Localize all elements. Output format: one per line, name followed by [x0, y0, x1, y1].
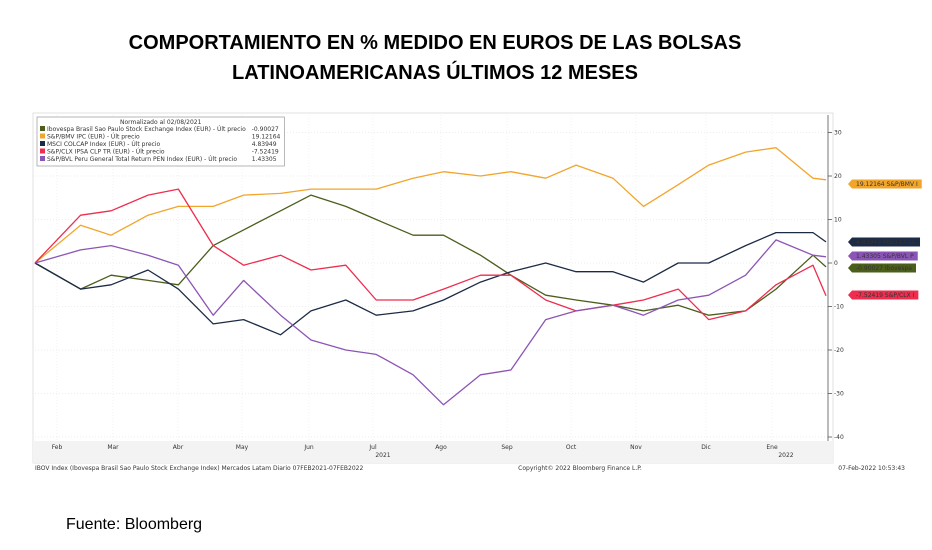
- legend-swatch: [40, 141, 45, 146]
- last-value-tag-label: -7.52419 S&P/CLX I: [856, 292, 915, 299]
- x-year-label: 2022: [778, 452, 793, 459]
- x-tick-label: Feb: [52, 444, 63, 451]
- x-tick-label: Mar: [107, 444, 119, 451]
- y-tick-label: -40: [834, 434, 844, 441]
- footer-center: Copyright© 2022 Bloomberg Finance L.P.: [518, 465, 642, 472]
- legend-label: S&P/CLX IPSA CLP TR (EUR) - Últ precio: [47, 149, 165, 156]
- last-value-tag-label: 19.12164 S&P/BMV I: [856, 181, 918, 188]
- last-value-tag: [848, 263, 916, 273]
- last-value-tag: [848, 290, 919, 300]
- last-value-tag-label: 1.43305 S&P/BVL P: [856, 253, 914, 260]
- legend-swatch: [40, 133, 45, 139]
- y-tick-label: -10: [834, 304, 844, 311]
- footer-right: 07-Feb-2022 10:53:43: [838, 465, 905, 472]
- legend-value: 1.43305: [252, 156, 277, 163]
- chart-title-line2: LATINOAMERICANAS ÚLTIMOS 12 MESES: [232, 62, 638, 84]
- source-note: Fuente: Bloomberg: [66, 516, 203, 533]
- x-tick-label: Oct: [566, 444, 577, 451]
- x-year-label: 2021: [375, 452, 390, 459]
- x-tick-label: May: [236, 444, 249, 451]
- legend-swatch: [40, 126, 45, 131]
- y-tick-label: 10: [834, 217, 842, 224]
- last-value-tag-label: -0.90027 Ibovespa: [856, 265, 912, 272]
- legend-value: -7.52419: [252, 149, 279, 156]
- last-value-tag: [848, 251, 918, 261]
- legend-title: Normalizado al 02/08/2021: [120, 119, 202, 126]
- legend-label: S&P/BVL Peru General Total Return PEN In…: [47, 156, 237, 163]
- x-tick-label: Abr: [173, 444, 184, 451]
- last-value-tag: [848, 237, 921, 247]
- footer-left: IBOV Index (Ibovespa Brasil Sao Paulo St…: [35, 465, 363, 472]
- y-tick-label: 30: [834, 130, 842, 137]
- x-tick-label: Jul: [368, 444, 377, 451]
- last-value-tag: [848, 179, 922, 189]
- legend-label: S&P/BMV IPC (EUR) - Últ precio: [47, 134, 140, 141]
- x-tick-label: Ago: [435, 444, 447, 451]
- x-axis-band: [33, 441, 833, 463]
- legend-label: Ibovespa Brasil Sao Paulo Stock Exchange…: [47, 126, 246, 133]
- legend-swatch: [40, 156, 45, 161]
- y-tick-label: 20: [834, 173, 842, 180]
- legend-label: MSCI COLCAP Index (EUR) - Últ precio: [47, 141, 160, 148]
- x-tick-label: Dic: [701, 444, 711, 451]
- y-tick-label: 0: [834, 260, 838, 267]
- x-tick-label: Ene: [766, 444, 778, 451]
- last-value-tag-label: 4.83949 MSCI COLC: [856, 239, 916, 246]
- x-tick-label: Nov: [630, 444, 642, 451]
- chart-title-line1: COMPORTAMIENTO EN % MEDIDO EN EUROS DE L…: [128, 32, 742, 54]
- legend-swatch: [40, 148, 45, 154]
- y-tick-label: -20: [834, 347, 844, 354]
- legend-value: 19.12164: [252, 134, 281, 141]
- legend-value: -0.90027: [252, 126, 279, 133]
- x-tick-label: Sep: [501, 444, 513, 451]
- legend-value: 4.83949: [252, 141, 277, 148]
- legend-box: [36, 116, 285, 167]
- x-tick-label: Jun: [303, 444, 314, 451]
- y-tick-label: -30: [834, 391, 844, 398]
